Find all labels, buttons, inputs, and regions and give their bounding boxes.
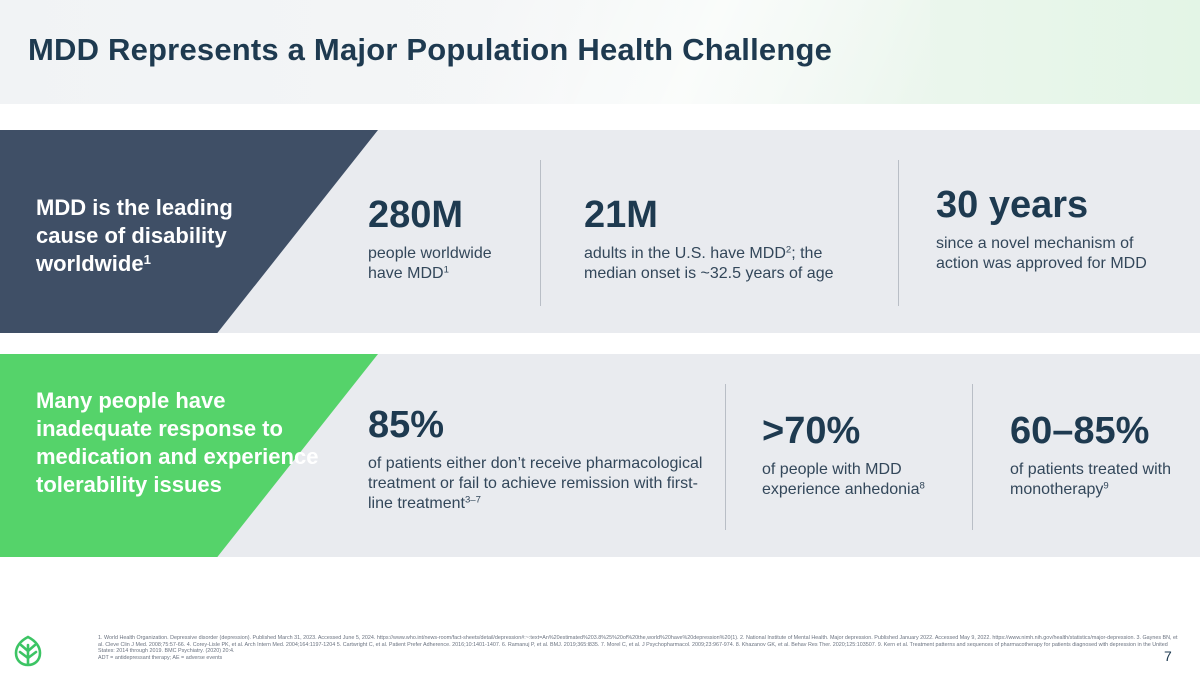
stat-divider: [725, 384, 726, 530]
stat-value: 280M: [368, 194, 464, 236]
stat-description: of patients treated with monotherapy9: [1010, 461, 1171, 498]
stat-card-worldwide: 280M people worldwide have MDD1: [368, 194, 528, 284]
stat-card-us-adults: 21M adults in the U.S. have MDD2; the me…: [584, 194, 859, 284]
lead-text: Many people have inadequate response to …: [36, 388, 319, 497]
header-decoration: [470, 0, 930, 104]
page-title: MDD Represents a Major Population Health…: [28, 32, 833, 67]
brand-leaf-icon: [14, 635, 42, 667]
stat-card-novel-mechanism: 30 years since a novel mechanism of acti…: [936, 184, 1176, 274]
stat-value: 60–85%: [1010, 410, 1150, 452]
stat-divider: [972, 384, 973, 530]
lead-text: MDD is the leading cause of disability w…: [36, 195, 233, 276]
stat-description: people worldwide have MDD1: [368, 245, 492, 282]
stats-row-disability: MDD is the leading cause of disability w…: [0, 130, 1200, 333]
stat-description: since a novel mechanism of action was ap…: [936, 235, 1147, 272]
stat-description: of people with MDD experience anhedonia8: [762, 461, 925, 498]
stat-divider: [898, 160, 899, 306]
stat-card-monotherapy: 60–85% of patients treated with monother…: [1010, 410, 1180, 500]
stat-value: 85%: [368, 404, 445, 446]
stat-value: >70%: [762, 410, 861, 452]
page-number: 7: [1164, 648, 1172, 664]
lead-statement-treatment: Many people have inadequate response to …: [36, 387, 326, 499]
stat-value: 21M: [584, 194, 658, 236]
stat-divider: [540, 160, 541, 306]
stat-card-anhedonia: >70% of people with MDD experience anhed…: [762, 410, 952, 500]
lead-statement-disability: MDD is the leading cause of disability w…: [36, 194, 276, 278]
stat-description: adults in the U.S. have MDD2; the median…: [584, 244, 834, 282]
lead-footnote-ref: 1: [143, 251, 151, 267]
stat-card-first-line: 85% of patients either don’t receive pha…: [368, 404, 708, 514]
stats-row-treatment: Many people have inadequate response to …: [0, 354, 1200, 557]
footnote-abbreviations: ADT = antidepressant therapy; AE = adver…: [98, 654, 223, 661]
footnote-references: 1. World Health Organization. Depressive…: [98, 635, 1178, 655]
footnotes: 1. World Health Organization. Depressive…: [98, 635, 1178, 661]
stat-description: of patients either don’t receive pharmac…: [368, 455, 703, 512]
stat-value: 30 years: [936, 184, 1089, 226]
